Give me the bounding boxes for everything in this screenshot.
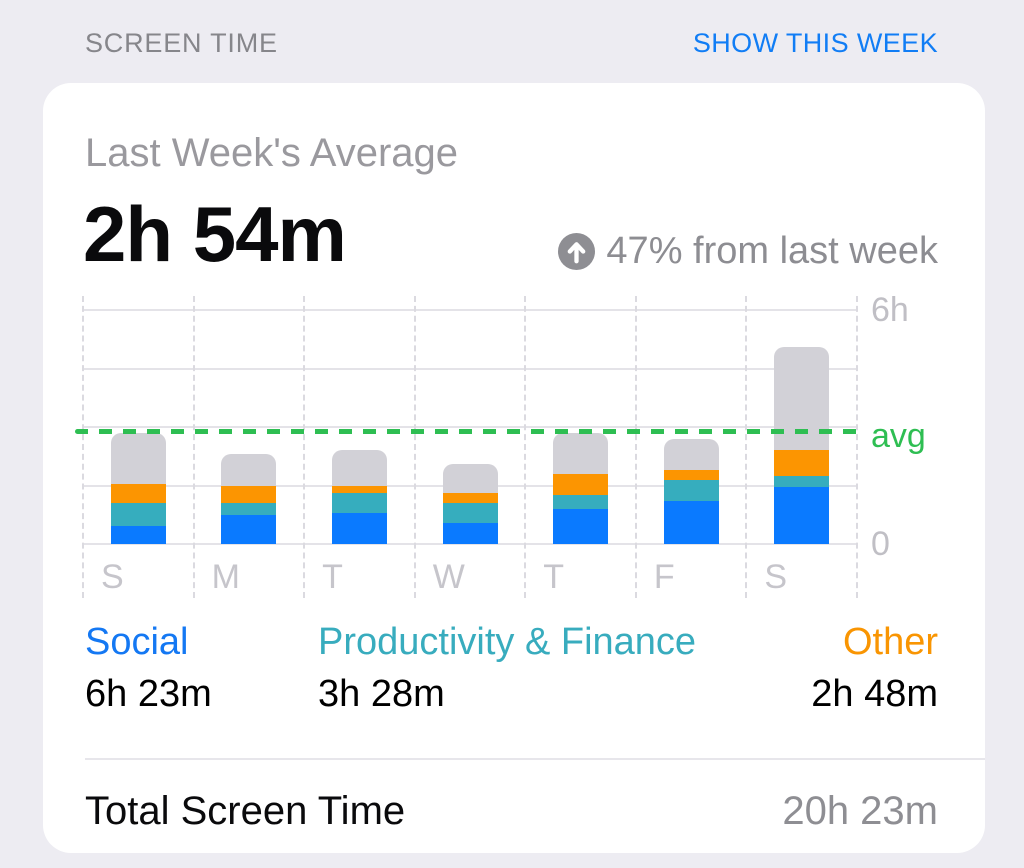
screen-time-bar-chart: S M T W T F S 6h avg 0 [75,293,926,598]
gridline-vertical [745,296,748,598]
day-label: S [101,558,124,596]
bar-day-1 [110,432,166,544]
legend-value-other: 2h 48m [811,673,938,715]
bar-segment-social [553,508,609,544]
bar-day-4 [442,464,498,544]
bar-segment-other [221,485,277,504]
bar-day-2 [221,454,277,544]
gridline-vertical [856,296,858,598]
arrow-up-circle-icon [558,232,596,270]
bar-segment-other [110,483,166,504]
bar-segment-remaining [110,432,166,484]
gridline-vertical [524,296,527,598]
screen-time-header: SCREEN TIME SHOW THIS WEEK [85,28,938,59]
section-title: SCREEN TIME [85,28,278,58]
bar-day-6 [663,438,719,544]
day-label: T [543,558,565,596]
legend-value-productivity-finance: 3h 28m [318,673,445,715]
gridline-vertical [192,296,195,598]
legend-label-social: Social [85,621,189,663]
day-label: M [211,558,240,596]
average-label: Last Week's Average [85,131,459,175]
bar-segment-remaining [442,464,498,494]
bar-day-5 [553,432,609,544]
average-value: 2h 54m [83,190,347,278]
average-line [75,428,867,434]
gridline-horizontal [83,367,857,370]
bar-segment-social [663,501,719,544]
bar-segment-remaining [331,450,387,486]
gridline-vertical [413,296,416,598]
gridline-vertical [634,296,637,598]
gridline-vertical [303,296,306,598]
gridline-horizontal [83,543,857,545]
legend-value-social: 6h 23m [85,673,212,715]
day-label: W [432,558,465,596]
bar-segment-other [331,485,387,494]
bar-segment-productivity-finance [331,493,387,513]
bar-segment-social [221,514,277,544]
gridline-vertical [82,296,84,598]
gridline-horizontal [83,309,857,311]
bar-segment-social [331,512,387,544]
bar-segment-productivity-finance [774,475,830,488]
change-from-last-week: 47% from last week [558,229,938,272]
day-label: S [764,558,788,596]
bar-segment-social [774,487,830,544]
bar-segment-productivity-finance [442,503,498,523]
change-text: 47% from last week [606,229,938,272]
bar-segment-remaining [221,454,277,486]
day-label: T [322,558,343,596]
show-this-week-button[interactable]: SHOW THIS WEEK [692,28,938,58]
bar-segment-social [442,522,498,544]
bar-segment-remaining [663,438,719,470]
total-screen-time-label: Total Screen Time [85,789,406,833]
divider [85,758,985,760]
gridline-horizontal [83,426,857,428]
y-tick-0: 0 [871,525,890,563]
screen-time-summary-card[interactable]: Last Week's Average 2h 54m 47% from last… [43,83,985,853]
bar-segment-other [774,450,830,476]
total-screen-time-value: 20h 23m [782,789,938,833]
bar-segment-remaining [774,347,830,451]
bar-segment-other [663,469,719,480]
legend-label-productivity-finance: Productivity & Finance [318,621,697,663]
day-label: F [653,558,675,596]
bar-segment-remaining [553,432,609,474]
y-tick-avg: avg [871,416,926,455]
bar-segment-other [553,473,609,496]
y-tick-6h: 6h [871,291,909,329]
legend-label-other: Other [842,621,938,663]
bar-segment-productivity-finance [663,479,719,502]
bar-segment-social [110,526,166,544]
bar-segment-productivity-finance [553,495,609,509]
bar-segment-productivity-finance [110,503,166,527]
bar-day-3 [331,450,387,544]
bar-segment-productivity-finance [221,503,277,515]
bar-day-7 [774,347,830,544]
bar-segment-other [442,493,498,504]
